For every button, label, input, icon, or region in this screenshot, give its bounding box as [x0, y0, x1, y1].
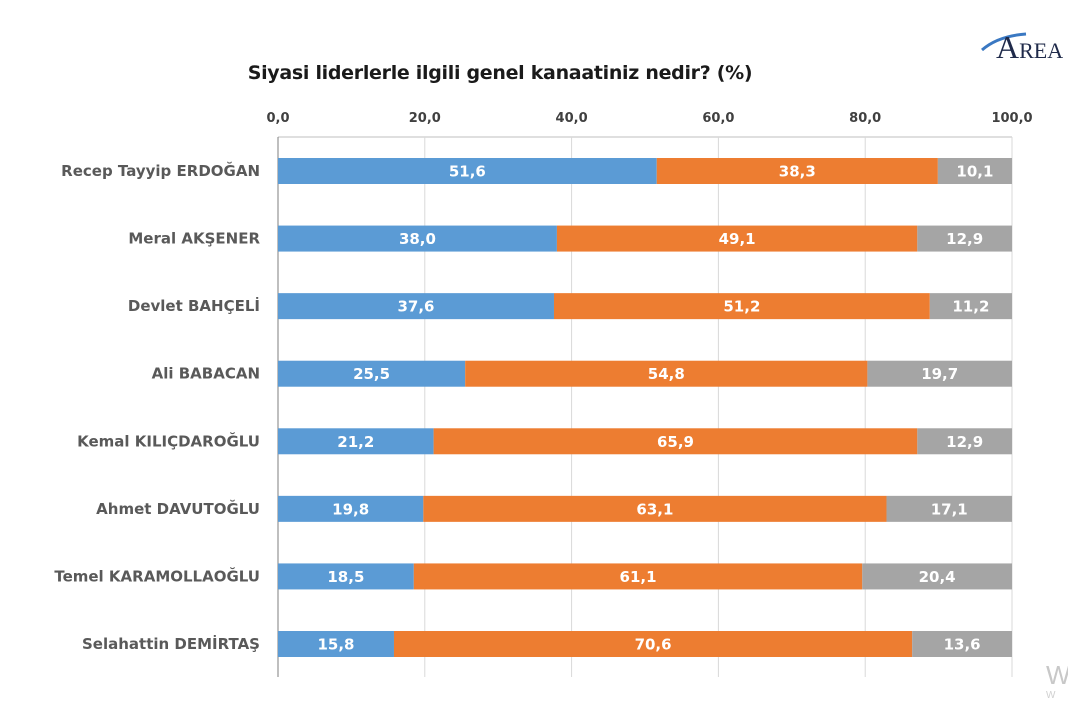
bar-segment-series-3: [937, 158, 1012, 184]
area-logo: AREA: [978, 20, 1068, 65]
x-tick-label: 40,0: [556, 111, 588, 126]
data-label: 17,1: [931, 500, 968, 518]
grid-lines: [277, 136, 1013, 677]
data-label: 54,8: [648, 365, 685, 383]
category-label: Temel KARAMOLLAOĞLU: [54, 566, 260, 585]
data-label: 19,7: [921, 365, 958, 383]
x-tick-label: 100,0: [991, 111, 1032, 126]
category-label: Meral AKŞENER: [128, 230, 260, 248]
data-label: 13,6: [944, 636, 981, 654]
x-axis-ticks: 0,0 20,0 40,0 60,0 80,0 100,0: [266, 111, 1032, 126]
bar-segment-series-1: [278, 495, 424, 522]
bar-segment-series-2: [556, 225, 918, 252]
chart-title: Siyasi liderlerle ilgili genel kanaatini…: [0, 62, 1000, 84]
bar-segment-series-2: [433, 428, 918, 455]
data-label: 18,5: [327, 568, 364, 586]
chart-title-text: Siyasi liderlerle ilgili genel kanaatini…: [247, 62, 753, 84]
data-label: 61,1: [620, 568, 657, 586]
data-label: 15,8: [317, 636, 354, 654]
bar-segment-series-1: [278, 428, 434, 455]
data-label: 70,6: [635, 636, 672, 654]
data-label: 51,2: [723, 298, 760, 316]
x-tick-label: 20,0: [409, 111, 441, 126]
bar-segment-series-1: [278, 293, 554, 320]
bar-segment-series-3: [867, 360, 1012, 387]
data-label: 21,2: [337, 433, 374, 451]
bar-segment-series-2: [423, 495, 887, 522]
bar-segment-series-1: [278, 360, 466, 387]
logo-swoosh-icon: [981, 32, 1027, 52]
data-label: 37,6: [397, 298, 434, 316]
watermark-text: W: [1046, 660, 1068, 690]
bar-segment-series-2: [656, 158, 938, 184]
bar-segment-series-3: [917, 428, 1012, 455]
data-label: 19,8: [332, 500, 369, 518]
data-label: 20,4: [919, 568, 956, 586]
bar-segment-series-1: [278, 158, 657, 184]
watermark-subtext: W: [1046, 690, 1056, 701]
category-labels: Recep Tayyip ERDOĞAN Meral AKŞENER Devlet …: [54, 161, 260, 653]
bar-segment-series-1: [278, 225, 557, 252]
bar-segment-series-2: [553, 293, 930, 320]
bar-segment-series-3: [886, 495, 1012, 522]
category-label: Ali BABACAN: [152, 365, 260, 383]
data-label: 38,3: [779, 163, 816, 181]
data-label: 63,1: [636, 500, 673, 518]
bar-segment-series-2: [393, 631, 913, 657]
bar-segment-series-3: [862, 563, 1012, 590]
bar-segment-series-2: [465, 360, 868, 387]
category-label: Recep Tayyip ERDOĞAN: [61, 161, 260, 180]
x-tick-label: 0,0: [266, 111, 289, 126]
data-label: 38,0: [399, 230, 436, 248]
bar-segment-series-2: [413, 563, 863, 590]
data-label: 51,6: [449, 163, 486, 181]
x-tick-label: 80,0: [849, 111, 881, 126]
logo-initial: A: [996, 29, 1020, 65]
category-label: Devlet BAHÇELİ: [128, 296, 260, 315]
bar-segment-series-1: [278, 631, 394, 657]
data-label: 12,9: [946, 230, 983, 248]
bars: 51,6 38,3 10,1 38,0 49,1 12,9 37,6 51,2 11,2 25,5…: [278, 158, 1012, 657]
category-label: Selahattin DEMİRTAŞ: [82, 634, 260, 653]
bar-segment-series-1: [278, 563, 414, 590]
logo-text: AREA: [996, 29, 1063, 66]
category-label: Kemal KILIÇDAROĞLU: [77, 431, 260, 450]
logo-rest: REA: [1019, 38, 1064, 63]
bar-segment-series-3: [917, 225, 1012, 252]
category-label: Ahmet DAVUTOĞLU: [96, 499, 260, 518]
data-label: 25,5: [353, 365, 390, 383]
data-label: 49,1: [719, 230, 756, 248]
bar-segment-series-3: [912, 631, 1012, 657]
data-label: 10,1: [956, 163, 993, 181]
bar-segment-series-3: [929, 293, 1012, 320]
data-label: 12,9: [946, 433, 983, 451]
data-label: 65,9: [657, 433, 694, 451]
data-label: 11,2: [952, 298, 989, 316]
x-tick-label: 60,0: [702, 111, 734, 126]
